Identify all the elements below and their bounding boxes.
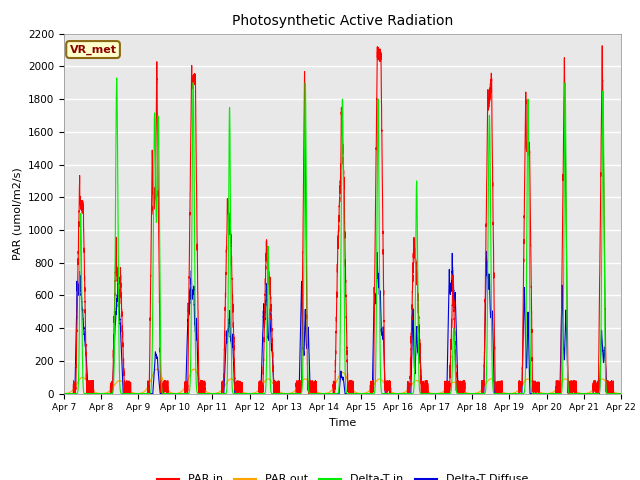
Delta-T in [617, 391, 625, 396]
Delta-T Diffuse [467, 391, 475, 396]
PAR out [250, 390, 257, 396]
PAR out [467, 391, 475, 396]
PAR in [483, 179, 490, 184]
Delta-T Diffuse [483, 258, 491, 264]
PAR out [617, 391, 625, 396]
Text: VR_met: VR_met [70, 44, 116, 55]
PAR in [587, 391, 595, 396]
Delta-T Diffuse [60, 391, 68, 396]
Delta-T Diffuse [483, 249, 490, 254]
PAR in [324, 391, 332, 396]
X-axis label: Time: Time [329, 418, 356, 428]
PAR out [153, 366, 161, 372]
Delta-T Diffuse [594, 391, 602, 396]
PAR in [60, 391, 68, 396]
PAR out [60, 391, 68, 396]
Line: Delta-T in: Delta-T in [64, 78, 621, 394]
PAR out [483, 380, 491, 385]
PAR out [324, 390, 332, 396]
PAR in [250, 391, 257, 396]
Delta-T Diffuse [587, 391, 595, 396]
PAR in [617, 391, 625, 396]
Delta-T in [113, 75, 120, 81]
Delta-T in [324, 391, 332, 396]
Delta-T Diffuse [617, 391, 625, 396]
Legend: PAR in, PAR out, Delta-T in, Delta-T Diffuse: PAR in, PAR out, Delta-T in, Delta-T Dif… [152, 470, 532, 480]
Delta-T in [594, 391, 602, 396]
Delta-T in [60, 391, 68, 396]
Delta-T in [587, 391, 595, 396]
Line: PAR in: PAR in [64, 46, 621, 394]
PAR in [467, 391, 475, 396]
PAR out [594, 381, 602, 386]
Line: PAR out: PAR out [64, 369, 621, 394]
PAR in [593, 380, 601, 385]
PAR out [587, 389, 595, 395]
Delta-T in [483, 358, 491, 364]
Delta-T Diffuse [324, 391, 332, 396]
Delta-T Diffuse [250, 391, 257, 396]
Title: Photosynthetic Active Radiation: Photosynthetic Active Radiation [232, 14, 453, 28]
PAR in [598, 43, 606, 48]
Line: Delta-T Diffuse: Delta-T Diffuse [64, 252, 621, 394]
Y-axis label: PAR (umol/m2/s): PAR (umol/m2/s) [12, 167, 22, 260]
Delta-T in [467, 391, 475, 396]
Delta-T in [250, 391, 257, 396]
